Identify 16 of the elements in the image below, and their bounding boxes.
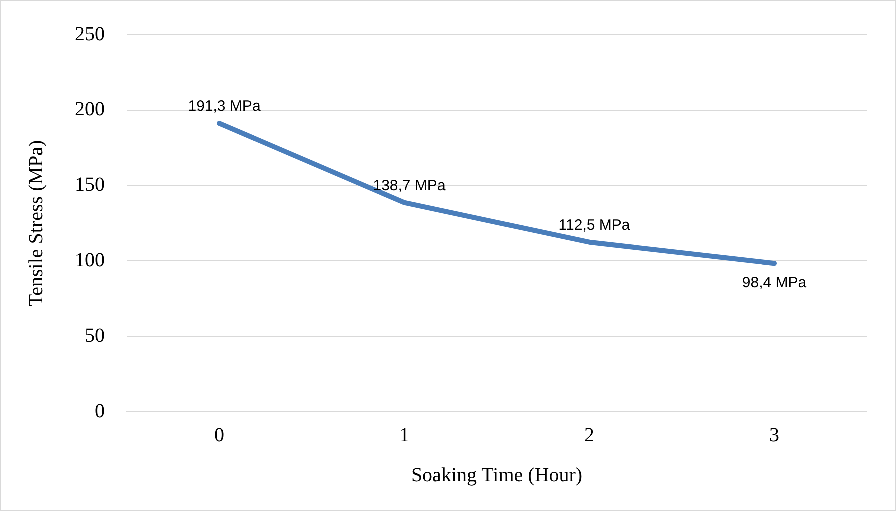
y-tick-label: 0 [95,400,105,422]
y-tick-label: 200 [75,98,105,121]
x-tick-label: 3 [770,424,780,446]
y-tick-label: 150 [75,174,105,196]
y-tick-label: 250 [75,23,105,46]
x-tick-label: 1 [400,424,410,446]
y-axis-title: Tensile Stress (MPa) [25,140,48,307]
data-label: 98,4 MPa [742,274,808,292]
data-label: 191,3 MPa [188,98,262,116]
x-tick-label: 0 [214,424,224,446]
x-tick-label: 2 [584,424,594,446]
x-axis-title: Soaking Time (Hour) [411,464,583,486]
y-tick-label: 100 [75,249,105,272]
data-label: 138,7 MPa [373,177,446,194]
data-label: 112,5 MPa [558,216,631,234]
y-tick-label: 50 [85,324,105,347]
